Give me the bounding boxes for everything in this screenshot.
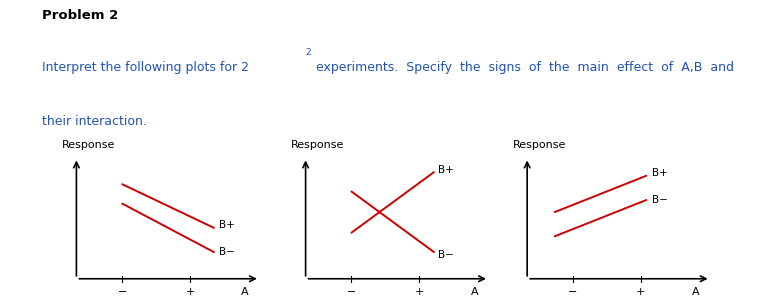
Text: Response: Response — [291, 140, 345, 150]
Text: B−: B− — [219, 247, 235, 257]
Text: 2: 2 — [306, 48, 311, 58]
Text: B+: B+ — [652, 168, 668, 178]
Text: B−: B− — [438, 249, 454, 260]
Text: Response: Response — [62, 140, 115, 150]
Text: Interpret the following plots for 2: Interpret the following plots for 2 — [42, 61, 249, 74]
Text: Problem 2: Problem 2 — [42, 9, 118, 22]
Text: A: A — [692, 287, 700, 297]
Text: −: − — [347, 287, 356, 297]
Text: −: − — [568, 287, 578, 297]
Text: A: A — [471, 287, 478, 297]
Text: B+: B+ — [438, 165, 453, 175]
Text: +: + — [636, 287, 646, 297]
Text: their interaction.: their interaction. — [42, 115, 147, 128]
Text: +: + — [415, 287, 424, 297]
Text: B+: B+ — [219, 220, 235, 231]
Text: A: A — [241, 287, 249, 297]
Text: −: − — [118, 287, 127, 297]
Text: Response: Response — [513, 140, 566, 150]
Text: +: + — [186, 287, 195, 297]
Text: B−: B− — [652, 195, 668, 205]
Text: experiments.  Specify  the  signs  of  the  main  effect  of  A,B  and: experiments. Specify the signs of the ma… — [312, 61, 733, 74]
